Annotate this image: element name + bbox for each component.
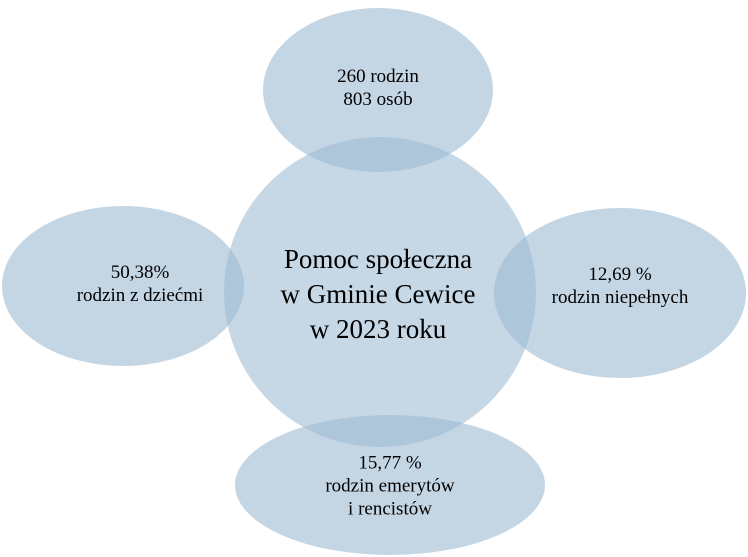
center-label: Pomoc społeczna bbox=[284, 244, 472, 274]
node-label: 50,38% bbox=[111, 262, 170, 283]
node-label: 12,69 % bbox=[588, 264, 652, 285]
node-label: 803 osób bbox=[343, 89, 412, 110]
center-label: w 2023 roku bbox=[310, 314, 447, 344]
node-label: rodzin emerytów bbox=[325, 475, 455, 496]
node-label: 260 rodzin bbox=[337, 66, 419, 87]
node-ellipse bbox=[494, 208, 746, 378]
labels: Pomoc społeczna w Gminie Cewice w 2023 rok… bbox=[77, 66, 689, 520]
node-ellipse bbox=[235, 415, 545, 555]
node-ellipse bbox=[263, 8, 493, 172]
node-label: 15,77 % bbox=[358, 452, 422, 473]
center-circle bbox=[224, 137, 536, 447]
node-label: rodzin niepełnych bbox=[552, 287, 689, 308]
center-label: w Gminie Cewice bbox=[281, 279, 476, 309]
node-ellipse bbox=[2, 206, 244, 366]
node-label: i rencistów bbox=[348, 498, 432, 519]
node-label: rodzin z dziećmi bbox=[77, 285, 204, 306]
